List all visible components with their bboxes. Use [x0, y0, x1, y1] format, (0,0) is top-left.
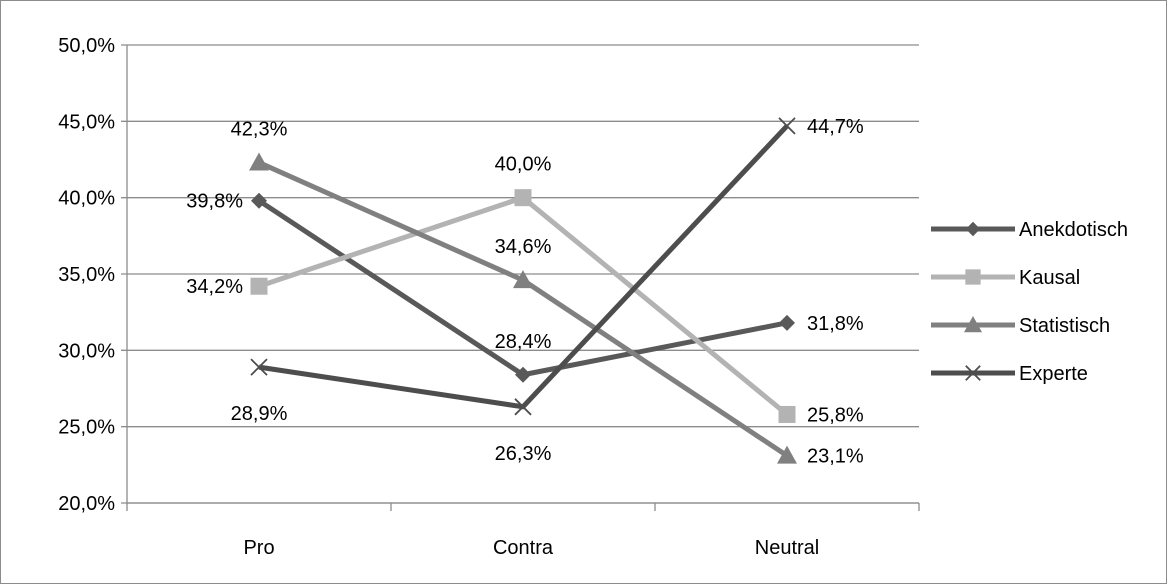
data-label: 31,8% [807, 313, 864, 335]
x-tick-label: Contra [493, 537, 554, 559]
y-tick-label: 25,0% [58, 417, 115, 439]
data-label: 44,7% [807, 116, 864, 138]
data-label: 39,8% [186, 191, 243, 213]
data-label: 34,2% [186, 276, 243, 298]
data-label: 42,3% [231, 119, 288, 141]
data-point-kausal [778, 405, 796, 423]
data-point-experte [778, 117, 796, 135]
y-tick-label: 35,0% [58, 264, 115, 286]
y-tick-label: 30,0% [58, 340, 115, 362]
legend-label: Experte [1019, 363, 1088, 385]
data-label: 25,8% [807, 404, 864, 426]
x-axis-tick-labels: Pro Contra Neutral [243, 537, 819, 559]
legend-item-anekdotisch: Anekdotisch [931, 219, 1128, 241]
data-labels: 39,8% 28,4% 31,8% 34,2% 40,0% 25,8% 42,3% 34,6%… [186, 116, 864, 468]
y-axis-tick-labels: 20,0% 25,0% 30,0% 35,0% 40,0% 45,0% 50,0% [58, 35, 115, 515]
legend-item-statistisch: Statistisch [931, 315, 1110, 337]
x-tick-label: Neutral [755, 537, 819, 559]
data-point-statistisch [777, 445, 797, 464]
legend-marker [965, 365, 981, 381]
data-point-statistisch [249, 152, 269, 171]
series-line-statistisch [257, 160, 789, 458]
legend-item-experte: Experte [931, 363, 1088, 385]
legend-label: Anekdotisch [1019, 219, 1128, 241]
legend-item-kausal: Kausal [931, 267, 1080, 289]
data-point-experte [514, 398, 532, 416]
legend-marker [964, 316, 982, 333]
y-tick-label: 20,0% [58, 493, 115, 515]
data-point-experte [250, 358, 268, 376]
legend-marker [965, 221, 981, 237]
series-lines [249, 117, 797, 464]
data-point-statistisch [513, 270, 533, 289]
axes [126, 45, 920, 511]
gridlines [121, 44, 919, 504]
legend: Anekdotisch Kausal Statistisch Experte [931, 219, 1128, 385]
y-tick-label: 50,0% [58, 35, 115, 57]
data-label: 23,1% [807, 446, 864, 468]
x-tick-label: Pro [243, 537, 274, 559]
legend-label: Statistisch [1019, 315, 1110, 337]
data-label: 40,0% [495, 154, 552, 176]
data-label: 28,4% [495, 331, 552, 353]
y-tick-label: 45,0% [58, 111, 115, 133]
data-label: 34,6% [495, 236, 552, 258]
data-label: 26,3% [495, 443, 552, 465]
legend-label: Kausal [1019, 267, 1080, 289]
data-point-kausal [250, 277, 268, 295]
data-point-anekdotisch [515, 366, 531, 383]
data-point-kausal [514, 189, 532, 207]
data-label: 28,9% [231, 403, 288, 425]
data-point-anekdotisch [251, 192, 267, 209]
data-point-anekdotisch [779, 314, 795, 331]
y-tick-label: 40,0% [58, 188, 115, 210]
legend-marker [965, 269, 981, 285]
